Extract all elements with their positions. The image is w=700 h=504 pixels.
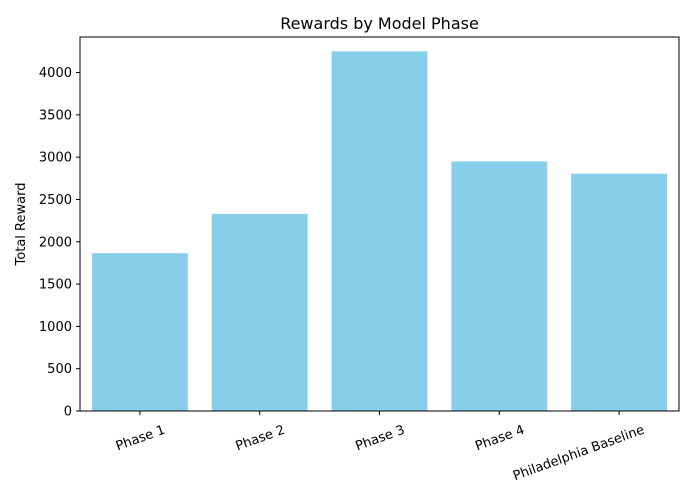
y-tick-label: 2000: [39, 235, 72, 250]
y-tick-label: 500: [47, 362, 72, 377]
bar: [211, 213, 308, 411]
plot-frame: [79, 36, 680, 412]
y-tick-label: 4000: [39, 66, 72, 81]
y-axis-ticks: 0 500 1000 1500 2000 2500 3000 3500 4000: [39, 66, 80, 420]
x-tick-label: Philadelphia Baseline: [511, 423, 646, 484]
y-axis-label: Total Reward: [14, 183, 29, 267]
x-tick-label: Phase 1: [114, 423, 167, 455]
bar: [571, 173, 668, 411]
chart-title: Rewards by Model Phase: [280, 14, 479, 33]
bar: [451, 161, 548, 411]
bar: [331, 51, 428, 412]
y-tick-label: 1500: [39, 278, 72, 293]
x-tick-label: Phase 3: [354, 423, 407, 455]
y-tick-label: 3500: [39, 108, 72, 123]
y-tick-label: 3000: [39, 151, 72, 166]
x-tick-label: Phase 2: [234, 423, 287, 455]
y-tick-label: 2500: [39, 193, 72, 208]
x-tick-label: Phase 4: [473, 423, 526, 455]
bars: [91, 51, 668, 412]
bar: [91, 253, 188, 411]
y-tick-label: 1000: [39, 320, 72, 335]
x-axis-ticks: Phase 1 Phase 2 Phase 3 Phase 4Philadelphia…: [114, 411, 646, 484]
y-tick-label: 0: [64, 405, 72, 420]
